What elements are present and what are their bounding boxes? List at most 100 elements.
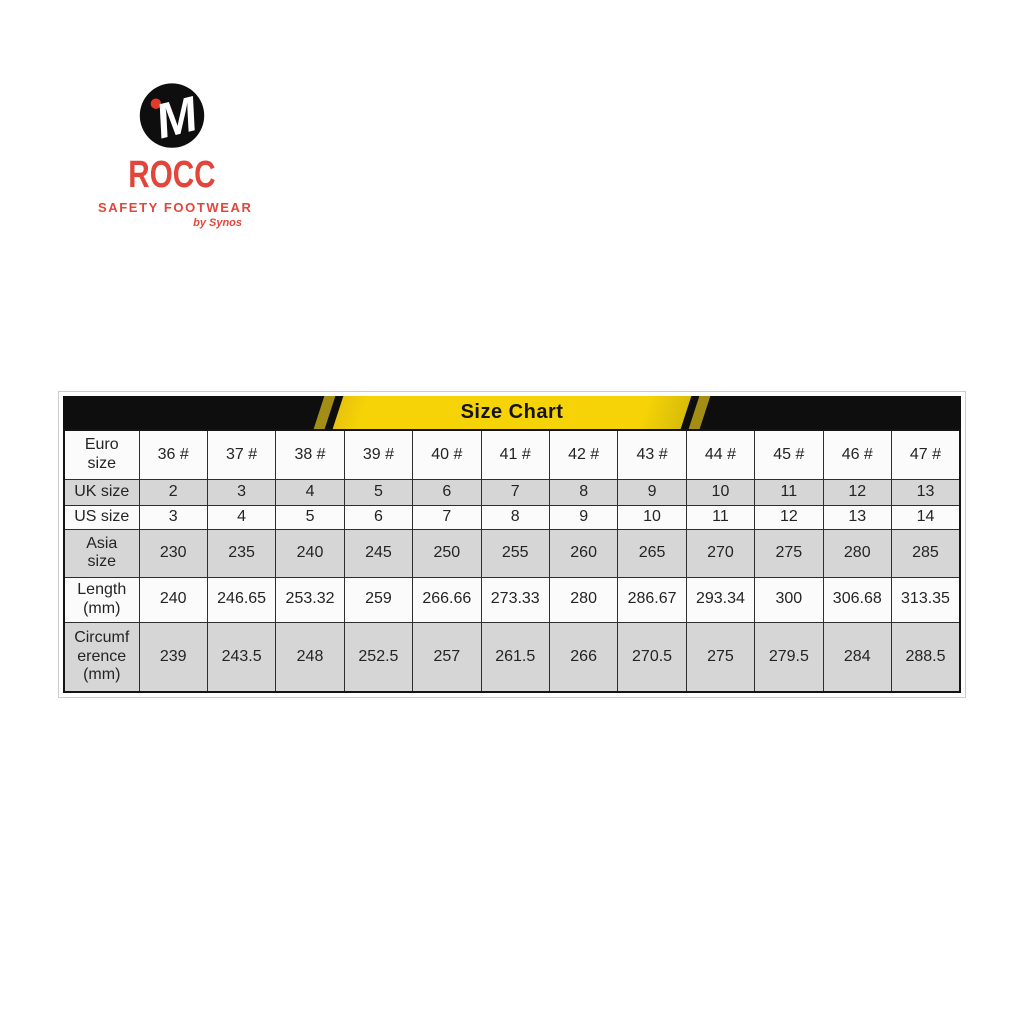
size-cell: 245 bbox=[343, 528, 414, 578]
row-label: UK size bbox=[63, 478, 140, 506]
size-cell: 280 bbox=[822, 528, 892, 578]
size-cell: 250 bbox=[412, 528, 482, 578]
size-row: Length (mm) 240 246.65 253.32 259 266.66 273.3… bbox=[63, 576, 961, 623]
size-cell: 14 bbox=[890, 504, 961, 530]
size-cell: 6 bbox=[343, 504, 414, 530]
size-cell: 286.67 bbox=[617, 576, 687, 623]
size-cell: 43 # bbox=[617, 429, 687, 480]
size-cell: 306.68 bbox=[822, 576, 892, 623]
size-chart-banner: Size Chart bbox=[63, 396, 961, 429]
size-cell: 255 bbox=[480, 528, 550, 578]
size-cell: 10 bbox=[685, 478, 756, 506]
size-cell: 12 bbox=[754, 504, 824, 530]
size-cell: 275 bbox=[685, 621, 756, 693]
monogram-red-dot-icon bbox=[150, 98, 162, 109]
size-cell: 270 bbox=[685, 528, 756, 578]
size-cell: 4 bbox=[206, 504, 277, 530]
brand-name: ROCC bbox=[128, 154, 216, 196]
size-cell: 11 bbox=[685, 504, 756, 530]
size-cell: 300 bbox=[754, 576, 824, 623]
size-cell: 284 bbox=[822, 621, 892, 693]
size-chart-title: Size Chart bbox=[460, 401, 564, 423]
size-cell: 235 bbox=[206, 528, 277, 578]
row-label-text: UK size bbox=[74, 482, 130, 500]
size-cell: 47 # bbox=[890, 429, 961, 480]
size-cell: 257 bbox=[412, 621, 482, 693]
row-label-text: Euro size bbox=[84, 436, 119, 472]
size-row: Asia size 230 235 240 245 250 255 260 265 270 275 2… bbox=[63, 528, 961, 578]
brand-tagline: SAFETY FOOTWEAR bbox=[98, 200, 253, 215]
size-cell: 260 bbox=[548, 528, 619, 578]
size-cell: 259 bbox=[343, 576, 414, 623]
size-cell: 270.5 bbox=[617, 621, 687, 693]
brand-logo: M ROCC SAFETY FOOTWEAR by Synos bbox=[98, 82, 253, 229]
size-cell: 266 bbox=[548, 621, 619, 693]
size-cell: 41 # bbox=[480, 429, 550, 480]
size-cell: 37 # bbox=[206, 429, 277, 480]
row-label-text: Asia size bbox=[86, 534, 118, 570]
brand-monogram-icon: M bbox=[139, 83, 205, 149]
size-cell: 7 bbox=[412, 504, 482, 530]
size-cell: 2 bbox=[138, 478, 208, 506]
size-cell: 243.5 bbox=[206, 621, 277, 693]
brand-byline: by Synos bbox=[193, 217, 242, 229]
size-cell: 253.32 bbox=[275, 576, 345, 623]
size-cell: 11 bbox=[754, 478, 824, 506]
size-cell: 5 bbox=[343, 478, 414, 506]
size-cell: 240 bbox=[275, 528, 345, 578]
size-cell: 9 bbox=[548, 504, 619, 530]
size-cell: 9 bbox=[617, 478, 687, 506]
size-row: Euro size 36 #37 #38 #39 #40 #41 #42 #43 … bbox=[63, 429, 961, 480]
size-cell: 39 # bbox=[343, 429, 414, 480]
size-row: Circumference (mm) 239 243.5 248 252.5 257 261… bbox=[63, 621, 961, 693]
size-cell: 8 bbox=[548, 478, 619, 506]
row-label-text: Circumference (mm) bbox=[74, 629, 130, 683]
size-cell: 7 bbox=[480, 478, 550, 506]
size-cell: 45 # bbox=[754, 429, 824, 480]
size-chart-panel: Size Chart Euro size 36 #37 #38 #39 #40 #… bbox=[58, 391, 966, 698]
size-cell: 252.5 bbox=[343, 621, 414, 693]
size-cell: 313.35 bbox=[890, 576, 961, 623]
size-cell: 6 bbox=[412, 478, 482, 506]
size-cell: 36 # bbox=[138, 429, 208, 480]
size-row: US size 3 4 5 6 7 8 9 10 11 12 13 14 bbox=[63, 504, 961, 530]
size-cell: 266.66 bbox=[412, 576, 482, 623]
row-label-text: US size bbox=[74, 507, 130, 525]
size-chart-table: Euro size 36 #37 #38 #39 #40 #41 #42 #43 … bbox=[63, 429, 961, 693]
row-label: Euro size bbox=[63, 429, 140, 480]
row-label: Asia size bbox=[63, 528, 140, 578]
size-cell: 38 # bbox=[275, 429, 345, 480]
size-cell: 13 bbox=[890, 478, 961, 506]
size-cell: 285 bbox=[890, 528, 961, 578]
size-cell: 261.5 bbox=[480, 621, 550, 693]
size-cell: 44 # bbox=[685, 429, 756, 480]
size-cell: 275 bbox=[754, 528, 824, 578]
size-cell: 13 bbox=[822, 504, 892, 530]
size-cell: 4 bbox=[275, 478, 345, 506]
row-label-text: Length (mm) bbox=[77, 581, 127, 617]
size-cell: 279.5 bbox=[754, 621, 824, 693]
size-cell: 40 # bbox=[412, 429, 482, 480]
size-cell: 5 bbox=[275, 504, 345, 530]
size-cell: 293.34 bbox=[685, 576, 756, 623]
size-cell: 3 bbox=[138, 504, 208, 530]
size-cell: 12 bbox=[822, 478, 892, 506]
size-cell: 246.65 bbox=[206, 576, 277, 623]
size-cell: 46 # bbox=[822, 429, 892, 480]
size-cell: 248 bbox=[275, 621, 345, 693]
size-row: UK size 2 3 4 5 6 7 8 9 10 11 12 13 bbox=[63, 478, 961, 506]
row-label: Circumference (mm) bbox=[63, 621, 140, 693]
size-cell: 239 bbox=[138, 621, 208, 693]
size-cell: 3 bbox=[206, 478, 277, 506]
row-label: Length (mm) bbox=[63, 576, 140, 623]
size-cell: 42 # bbox=[548, 429, 619, 480]
size-cell: 230 bbox=[138, 528, 208, 578]
size-cell: 10 bbox=[617, 504, 687, 530]
row-label: US size bbox=[63, 504, 140, 530]
size-cell: 288.5 bbox=[890, 621, 961, 693]
size-cell: 273.33 bbox=[480, 576, 550, 623]
size-cell: 8 bbox=[480, 504, 550, 530]
size-cell: 265 bbox=[617, 528, 687, 578]
size-cell: 240 bbox=[138, 576, 208, 623]
